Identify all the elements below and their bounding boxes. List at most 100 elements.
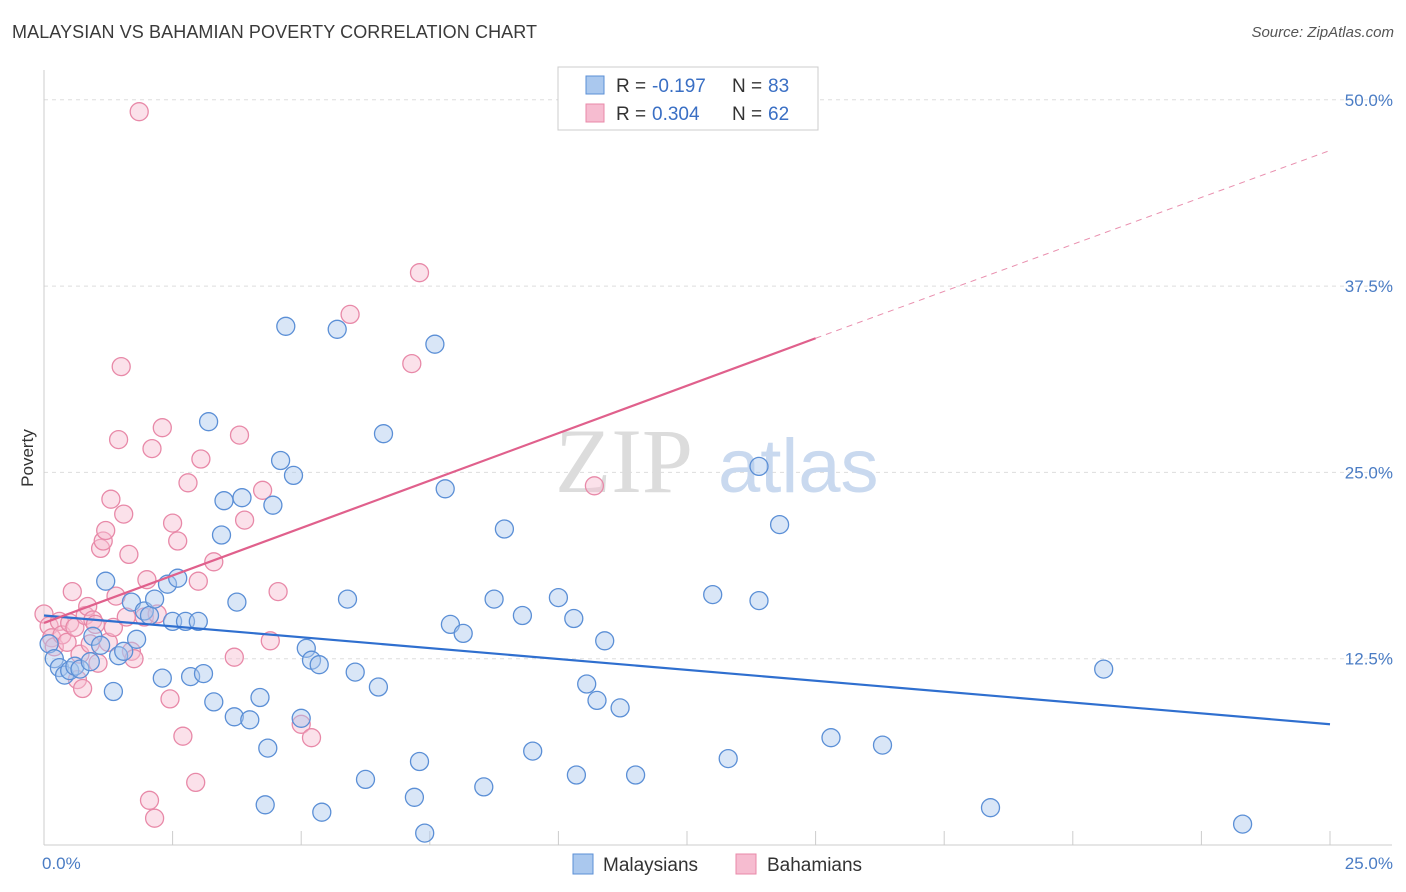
- malaysian-point-31: [224, 707, 244, 727]
- bahamian-point-59: [402, 353, 422, 374]
- malaysian-point-36: [255, 795, 275, 815]
- malaysian-point-45: [309, 655, 329, 675]
- malaysian-point-59: [453, 623, 473, 644]
- bahamian-point-19: [90, 538, 111, 559]
- legend-pink-r-value: 0.304: [652, 104, 700, 125]
- malaysian-point-62: [494, 519, 515, 539]
- bahamian-point-36: [139, 790, 160, 810]
- y-axis-title: Poverty: [18, 429, 37, 487]
- malaysian-point-48: [337, 589, 358, 609]
- malaysian-point-50: [355, 769, 376, 790]
- malaysian-point-74: [718, 748, 738, 769]
- bahamian-point-52: [234, 510, 255, 530]
- watermark: ZIP atlas: [555, 410, 879, 512]
- bahamian-point-28: [114, 504, 134, 524]
- malaysian-point-53: [404, 787, 425, 807]
- malaysian-point-11: [103, 681, 124, 702]
- malaysian-point-60: [474, 777, 494, 797]
- malaysian-point-70: [595, 631, 615, 651]
- malaysian-point-35: [250, 687, 270, 708]
- malaysian-point-37: [258, 738, 278, 758]
- legend-swatch-blue: [585, 75, 605, 95]
- malaysian-point-46: [312, 802, 332, 822]
- malaysian-trend-line: [43, 614, 1331, 726]
- malaysian-point-28: [204, 692, 224, 712]
- bahamian-point-55: [268, 581, 288, 602]
- malaysian-point-5: [65, 656, 85, 676]
- malaysian-point-10: [96, 571, 116, 591]
- bahamian-point-56: [291, 714, 311, 734]
- malaysian-point-41: [283, 465, 304, 486]
- malaysian-point-7: [80, 652, 100, 672]
- bahamian-point-47: [188, 571, 208, 591]
- bahamian-point-40: [152, 418, 172, 438]
- malaysian-point-61: [484, 589, 504, 609]
- malaysian-point-56: [425, 334, 445, 354]
- bahamian-point-38: [144, 808, 165, 828]
- bahamian-point-32: [124, 649, 144, 669]
- legend-pink-n-label: N =: [732, 104, 767, 125]
- malaysian-point-29: [211, 525, 232, 545]
- bahamian-point-21: [96, 520, 116, 541]
- malaysian-point-27: [198, 412, 219, 432]
- y-tick-label-3: 50.0%: [1345, 91, 1393, 110]
- y-tick-label-0: 12.5%: [1345, 650, 1393, 669]
- malaysian-point-79: [872, 735, 893, 755]
- bahamian-point-26: [108, 429, 129, 450]
- bahamian-point-46: [186, 772, 206, 793]
- bahamian-point-37: [142, 438, 162, 459]
- bahamian-point-42: [162, 513, 183, 533]
- malaysian-point-9: [90, 635, 111, 655]
- bahamian-point-60: [409, 263, 430, 283]
- malaysian-point-65: [548, 587, 569, 608]
- malaysian-point-19: [152, 668, 172, 688]
- bahamian-point-30: [119, 544, 139, 565]
- malaysian-point-30: [214, 491, 234, 511]
- malaysian-point-39: [270, 450, 291, 471]
- bahamian-point-49: [204, 552, 224, 572]
- bahamian-point-33: [129, 102, 149, 122]
- malaysian-point-67: [566, 765, 587, 785]
- correlation-legend: R = -0.197 N = 83 R = 0.304 N = 62: [557, 66, 819, 131]
- malaysians-points: [39, 316, 1253, 843]
- malaysian-point-76: [749, 456, 769, 477]
- bahamian-point-44: [173, 726, 193, 746]
- malaysian-point-57: [435, 479, 455, 499]
- axes-layer: 12.5% 25.0% 37.5% 50.0% 0.0% 25.0%: [42, 70, 1393, 873]
- malaysian-point-22: [168, 568, 188, 588]
- bahamian-point-43: [168, 531, 188, 551]
- bahamian-point-8: [62, 581, 82, 602]
- bahamian-trend-line-extension: [815, 150, 1331, 339]
- legend-blue-n-label: N =: [732, 76, 767, 97]
- malaysian-point-77: [769, 514, 790, 535]
- bahamian-trend-line: [43, 337, 816, 624]
- bahamian-point-53: [252, 480, 273, 500]
- bottom-legend-swatch-blue: [572, 853, 594, 875]
- malaysian-point-51: [368, 677, 389, 697]
- x-tick-label-0: 0.0%: [42, 854, 81, 873]
- source-attribution: Source: ZipAtlas.com: [1251, 24, 1394, 41]
- bahamian-point-0: [34, 604, 54, 624]
- watermark-atlas: atlas: [718, 424, 879, 509]
- malaysian-point-25: [188, 611, 208, 632]
- malaysian-point-81: [1094, 659, 1114, 679]
- grid-layer: [44, 99, 1392, 660]
- malaysian-point-64: [523, 741, 543, 761]
- malaysian-point-75: [749, 590, 769, 611]
- malaysian-point-49: [345, 662, 365, 682]
- y-tick-label-2: 37.5%: [1345, 277, 1393, 296]
- bahamian-point-58: [340, 304, 360, 325]
- malaysian-point-1: [44, 649, 64, 669]
- malaysian-point-34: [240, 710, 260, 730]
- legend-pink-n-value: 62: [768, 104, 789, 125]
- malaysian-point-18: [144, 589, 165, 609]
- bahamian-point-24: [103, 617, 124, 638]
- malaysian-point-68: [577, 674, 597, 694]
- malaysian-point-6: [70, 659, 90, 679]
- malaysian-point-54: [409, 751, 430, 772]
- bahamian-point-61: [584, 476, 605, 496]
- bahamian-point-12: [72, 678, 93, 699]
- legend-swatch-pink: [585, 103, 605, 123]
- series-legend: Malaysians Bahamians: [572, 853, 862, 876]
